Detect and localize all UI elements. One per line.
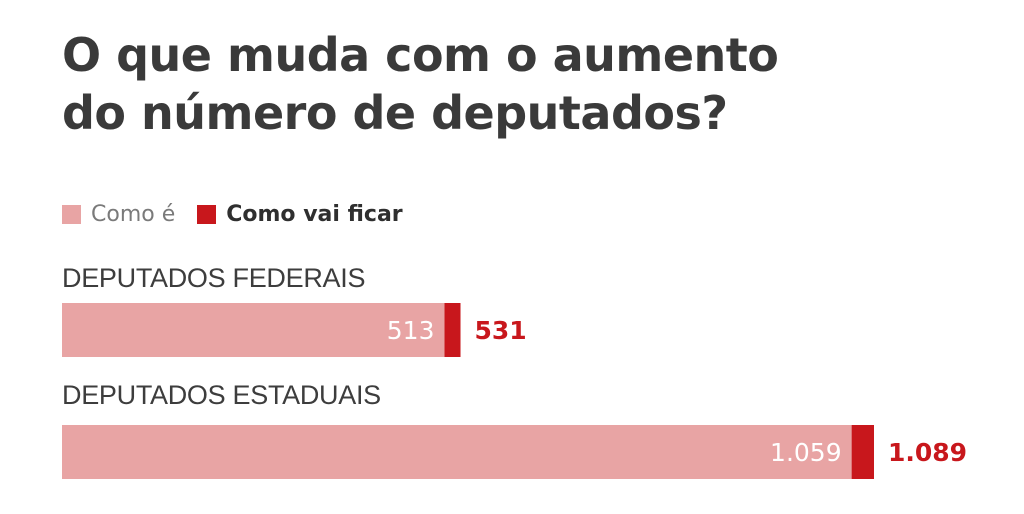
legend-item-current: Como é [62,202,175,227]
data-label-future-1: 1.089 [888,438,967,467]
data-label-current-1: 1.059 [770,438,842,467]
bar-current-0 [62,303,445,357]
chart-title-line-1: O que muda com o aumento [62,28,779,82]
legend-swatch-current [62,204,81,224]
bar-increase-1 [851,425,874,479]
legend-label-future: Como vai ficar [226,201,403,227]
legend-swatch-future [197,204,217,224]
bar-increase-0 [444,303,461,357]
category-label-estaduais: DEPUTADOS ESTADUAIS [62,380,381,410]
data-label-future-0: 531 [475,316,527,345]
legend-label-current: Como é [91,201,176,227]
chart-title: O que muda com o aumento do número de de… [62,26,982,142]
category-label-federais: DEPUTADOS FEDERAIS [62,263,366,293]
bar-current-1 [62,425,852,479]
chart-title-line-2: do número de deputados? [62,86,728,140]
legend-item-future: Como vai ficar [197,201,403,227]
legend: Como é Como vai ficar [62,196,425,232]
data-label-current-0: 513 [387,316,435,345]
